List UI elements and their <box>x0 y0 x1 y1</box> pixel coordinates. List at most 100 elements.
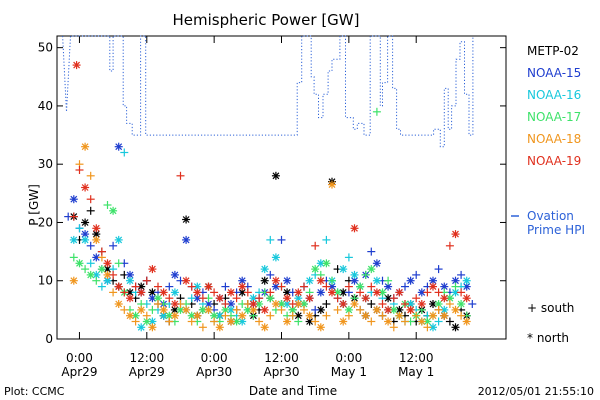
point-stroke <box>171 288 179 296</box>
data-point <box>367 300 376 308</box>
data-point <box>389 323 398 332</box>
data-point <box>283 294 292 303</box>
point-stroke <box>294 294 302 302</box>
data-point <box>165 282 174 291</box>
data-point <box>283 276 292 285</box>
point-stroke <box>177 306 184 314</box>
point-stroke <box>126 271 134 279</box>
data-point <box>434 305 443 314</box>
point-stroke <box>395 288 403 296</box>
data-point <box>131 282 140 291</box>
data-point <box>451 323 460 332</box>
point-stroke <box>244 306 252 314</box>
point-stroke <box>300 300 308 308</box>
data-point <box>148 265 157 274</box>
data-point <box>92 224 101 233</box>
data-point <box>221 282 230 291</box>
data-point <box>97 265 106 274</box>
data-point <box>339 265 348 274</box>
data-point <box>227 288 235 297</box>
point-stroke <box>171 300 179 308</box>
data-point <box>412 270 421 279</box>
point-stroke <box>171 306 179 314</box>
data-point <box>260 305 269 314</box>
point-stroke <box>261 277 269 285</box>
point-stroke <box>193 312 201 320</box>
data-point <box>86 195 95 204</box>
point-stroke <box>92 230 100 238</box>
data-point <box>316 276 325 285</box>
data-point <box>457 270 466 279</box>
point-stroke <box>109 207 117 215</box>
data-point <box>69 253 78 262</box>
data-point <box>417 317 426 326</box>
data-point <box>361 270 370 279</box>
data-point <box>238 311 247 320</box>
data-point <box>126 276 134 285</box>
point-stroke <box>452 230 459 238</box>
data-point <box>243 288 252 297</box>
data-point <box>165 294 174 303</box>
data-point <box>305 311 314 320</box>
data-point <box>462 276 471 285</box>
data-point <box>457 288 466 297</box>
point-stroke <box>440 283 448 291</box>
point-stroke <box>148 288 156 296</box>
point-stroke <box>334 288 342 296</box>
point-stroke <box>429 300 437 308</box>
data-point <box>468 300 477 308</box>
data-point <box>109 241 118 250</box>
data-point <box>316 323 325 332</box>
point-stroke <box>440 294 448 302</box>
y-axis-label: P [GW] <box>27 184 41 226</box>
point-stroke <box>115 236 123 244</box>
data-point <box>69 195 78 204</box>
symbol-legend-entry: * north <box>527 331 569 345</box>
data-point <box>384 276 393 285</box>
data-point <box>294 317 303 326</box>
data-point <box>148 323 157 332</box>
symbol-legend: + south * north <box>527 301 574 345</box>
data-point <box>72 61 81 70</box>
point-stroke <box>294 300 302 308</box>
point-stroke <box>339 318 347 325</box>
point-stroke <box>81 143 89 151</box>
point-stroke <box>440 312 448 320</box>
point-stroke <box>390 306 398 314</box>
data-point <box>81 183 90 192</box>
point-stroke <box>182 277 190 285</box>
data-point <box>328 276 336 285</box>
data-point <box>86 206 95 215</box>
data-point <box>429 276 437 285</box>
data-point <box>423 323 432 332</box>
data-point <box>445 300 454 308</box>
data-point <box>434 317 443 326</box>
data-point <box>344 311 353 320</box>
data-point <box>271 300 280 308</box>
point-stroke <box>182 306 190 314</box>
point-stroke <box>193 283 201 291</box>
point-stroke <box>294 288 302 296</box>
point-stroke <box>379 288 386 296</box>
point-stroke <box>255 300 263 308</box>
point-stroke <box>452 288 459 296</box>
x-tick-label: 0:00 <box>66 351 93 365</box>
point-stroke <box>115 300 123 308</box>
data-point <box>81 142 90 151</box>
data-point <box>75 166 84 174</box>
data-point <box>260 265 269 274</box>
point-stroke <box>294 312 302 320</box>
data-point <box>372 276 381 285</box>
point-stroke <box>317 277 325 285</box>
point-stroke <box>115 143 123 151</box>
data-point <box>406 276 415 285</box>
data-point <box>109 288 118 297</box>
point-stroke <box>261 306 269 314</box>
x-tick-date-label: Apr30 <box>263 365 299 379</box>
point-stroke <box>306 294 314 302</box>
point-stroke <box>238 288 246 296</box>
data-point <box>187 282 196 291</box>
data-point <box>114 142 123 151</box>
point-stroke <box>452 277 459 285</box>
point-stroke <box>210 312 218 320</box>
